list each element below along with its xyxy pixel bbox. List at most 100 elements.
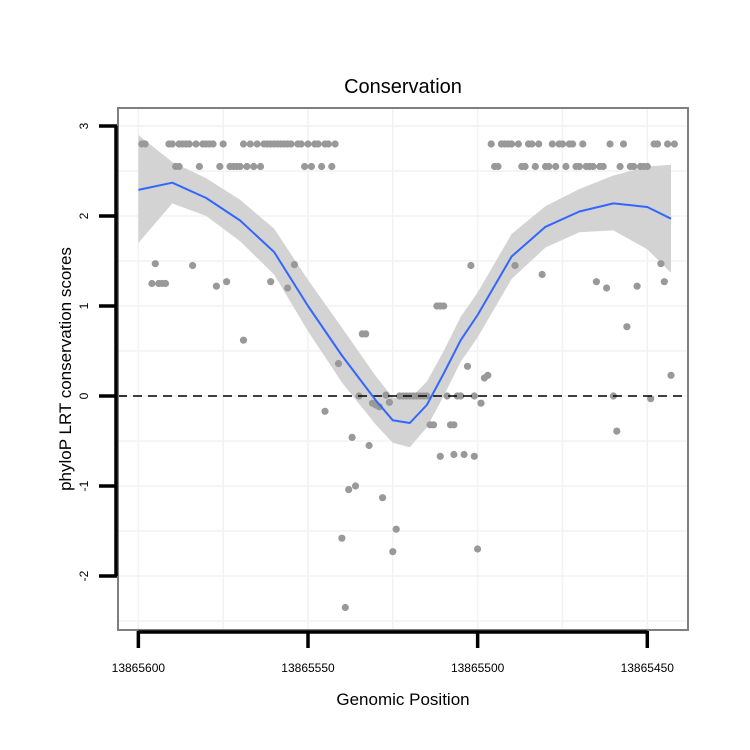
data-point — [328, 162, 336, 171]
data-point — [470, 452, 478, 460]
data-point — [613, 427, 621, 435]
x-tick-label: 13865600 — [112, 661, 166, 675]
data-point — [511, 261, 519, 270]
data-point — [623, 323, 631, 331]
data-point — [382, 391, 390, 399]
data-point — [334, 360, 343, 368]
data-point — [212, 282, 220, 290]
data-point — [216, 162, 224, 171]
data-point — [562, 162, 570, 171]
confidence-ribbon — [138, 135, 671, 448]
data-point — [603, 284, 611, 292]
data-point — [236, 162, 244, 171]
x-tick-label: 13865450 — [621, 661, 675, 675]
data-point — [548, 140, 556, 148]
data-point — [599, 162, 607, 171]
y-axis: -2 -1 0 1 2 3 — [77, 122, 118, 581]
data-point — [467, 261, 475, 270]
data-point — [521, 162, 529, 171]
data-point — [606, 140, 614, 148]
data-point — [223, 278, 231, 286]
data-point — [141, 140, 149, 148]
y-axis-title: phyloP LRT conservation scores — [56, 247, 75, 491]
data-point — [304, 140, 312, 148]
data-point — [348, 433, 356, 441]
data-point — [660, 278, 668, 286]
y-tick-label: 3 — [77, 122, 91, 129]
data-point — [324, 140, 332, 148]
data-point — [195, 162, 203, 171]
data-point — [514, 140, 523, 148]
data-point — [538, 270, 546, 279]
panel-border — [117, 107, 689, 631]
data-point — [392, 525, 400, 533]
data-point — [470, 392, 478, 400]
data-point — [450, 421, 458, 429]
data-point — [331, 140, 339, 148]
data-point — [253, 140, 261, 148]
y-tick-label: 2 — [77, 212, 91, 219]
data-point — [508, 140, 516, 148]
data-point — [192, 140, 200, 148]
data-point — [250, 162, 258, 171]
data-point — [287, 140, 295, 148]
data-point — [341, 603, 349, 612]
data-point — [589, 162, 597, 171]
data-point — [338, 534, 346, 542]
data-point — [365, 441, 373, 450]
data-point — [528, 140, 536, 148]
y-tick-label: -1 — [77, 480, 91, 491]
data-point — [487, 140, 495, 148]
data-point — [653, 140, 662, 148]
data-point — [351, 482, 360, 490]
data-point — [429, 421, 438, 429]
data-point — [545, 162, 553, 171]
data-point — [148, 279, 156, 288]
data-point — [297, 140, 305, 148]
x-axis: 13865600 13865550 13865500 13865450 — [112, 630, 675, 675]
data-point — [246, 140, 254, 148]
data-point — [494, 162, 502, 171]
data-points — [138, 140, 679, 612]
data-point — [151, 260, 159, 268]
data-point — [175, 162, 183, 171]
data-point — [474, 545, 482, 553]
data-point — [477, 399, 485, 407]
data-point — [362, 330, 370, 338]
data-point — [667, 371, 675, 379]
data-point — [284, 284, 292, 292]
data-point — [463, 362, 472, 370]
data-point — [630, 162, 638, 171]
data-point — [531, 162, 539, 171]
data-point — [318, 162, 326, 171]
data-point — [440, 302, 448, 310]
x-tick-label: 13865500 — [451, 661, 505, 675]
data-point — [321, 407, 329, 415]
data-point — [256, 162, 265, 171]
data-point — [209, 140, 217, 148]
data-point — [239, 140, 248, 148]
data-point — [161, 279, 170, 288]
data-point — [575, 162, 584, 171]
data-point — [633, 282, 641, 290]
data-point — [579, 140, 587, 148]
data-point — [185, 140, 193, 148]
data-point — [301, 162, 309, 171]
data-point — [460, 450, 468, 459]
data-point — [657, 260, 665, 268]
y-tick-label: -2 — [77, 570, 91, 581]
data-point — [290, 261, 298, 269]
data-point — [569, 140, 577, 148]
data-point — [647, 395, 655, 403]
data-point — [457, 392, 465, 400]
data-point — [484, 371, 492, 379]
smooth-line-layer — [138, 181, 672, 424]
x-axis-title: Genomic Position — [336, 690, 469, 709]
data-point — [385, 398, 393, 406]
data-point — [189, 261, 197, 270]
data-point — [389, 548, 397, 556]
data-point — [450, 450, 458, 459]
data-point — [592, 278, 601, 286]
data-point — [619, 140, 628, 148]
